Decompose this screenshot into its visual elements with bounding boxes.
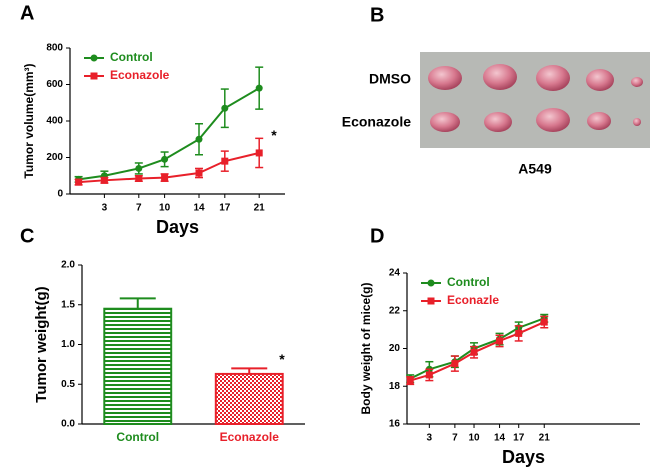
point (135, 164, 143, 172)
annotation: * (279, 351, 285, 367)
point (161, 174, 169, 182)
panel-letter: D (370, 225, 384, 247)
error-bar (231, 367, 268, 374)
annotation: * (271, 127, 277, 143)
caption: A549 (518, 161, 552, 177)
point (221, 104, 229, 112)
x-tick-label: 7 (452, 433, 458, 444)
y-tick-label: 800 (46, 43, 63, 54)
x-tick-label: 10 (159, 203, 171, 214)
point (470, 348, 478, 356)
point (161, 155, 169, 163)
legend-label: Control (110, 50, 153, 64)
x-tick-label: 3 (427, 433, 433, 444)
point (75, 178, 83, 186)
point (255, 84, 263, 92)
x-tick-label: Econazole (220, 430, 280, 444)
point (406, 377, 414, 385)
series-line (78, 87, 260, 181)
tumors (428, 64, 643, 132)
legend-marker (90, 72, 98, 80)
legend-label: Econazole (110, 68, 170, 82)
photo-panel: B DMSO Econazole A549 (342, 4, 650, 177)
y-tick-label: 18 (389, 381, 401, 392)
legend-label: Econazle (447, 293, 499, 307)
x-tick-label: 14 (193, 203, 205, 214)
x-tick-label: 21 (539, 433, 551, 444)
point (135, 174, 143, 182)
panel-letter: A (20, 2, 34, 24)
legend-marker (427, 297, 435, 305)
x-tick-label: 17 (513, 433, 525, 444)
x-tick-label: 7 (136, 203, 142, 214)
x-axis-title: Days (156, 217, 199, 237)
bar (103, 307, 173, 426)
legend-label: Control (447, 275, 490, 289)
x-tick-label: 14 (494, 433, 506, 444)
y-tick-label: 2.0 (61, 260, 75, 271)
point (515, 329, 523, 337)
photo (420, 52, 650, 148)
point (221, 157, 229, 165)
y-tick-label: 0.5 (61, 379, 75, 390)
point (425, 371, 433, 379)
x-tick-label: Control (116, 430, 159, 444)
bar (214, 372, 284, 426)
y-axis-title: Tumor volume(mm³) (22, 63, 36, 178)
row-label: Econazole (342, 114, 411, 130)
y-tick-label: 16 (389, 419, 401, 430)
x-tick-label: 10 (468, 433, 480, 444)
y-tick-label: 400 (46, 116, 63, 127)
point (496, 337, 504, 345)
point (451, 360, 459, 368)
y-tick-label: 24 (389, 268, 401, 279)
point (195, 135, 203, 143)
y-tick-label: 600 (46, 79, 63, 90)
y-tick-label: 200 (46, 152, 63, 163)
y-axis-title: Body weight of mice(g) (359, 282, 373, 414)
y-tick-label: 22 (389, 305, 401, 316)
x-tick-label: 17 (219, 203, 231, 214)
legend-marker (427, 279, 435, 287)
panel-letter: B (370, 4, 384, 26)
y-tick-label: 1.5 (61, 299, 75, 310)
legend-marker (90, 54, 98, 62)
y-tick-label: 20 (389, 343, 401, 354)
x-tick-label: 3 (102, 203, 108, 214)
error-bar (119, 297, 156, 309)
y-tick-label: 0 (57, 189, 63, 200)
point (540, 318, 548, 326)
point (100, 176, 108, 184)
x-axis-title: Days (502, 447, 545, 467)
y-tick-label: 1.0 (61, 339, 75, 350)
x-tick-label: 21 (254, 203, 266, 214)
y-axis-title: Tumor weight(g) (33, 286, 50, 402)
point (195, 169, 203, 177)
y-tick-label: 0.0 (61, 419, 75, 430)
panel-letter: C (20, 225, 34, 247)
row-label: DMSO (369, 71, 411, 87)
point (255, 149, 263, 157)
